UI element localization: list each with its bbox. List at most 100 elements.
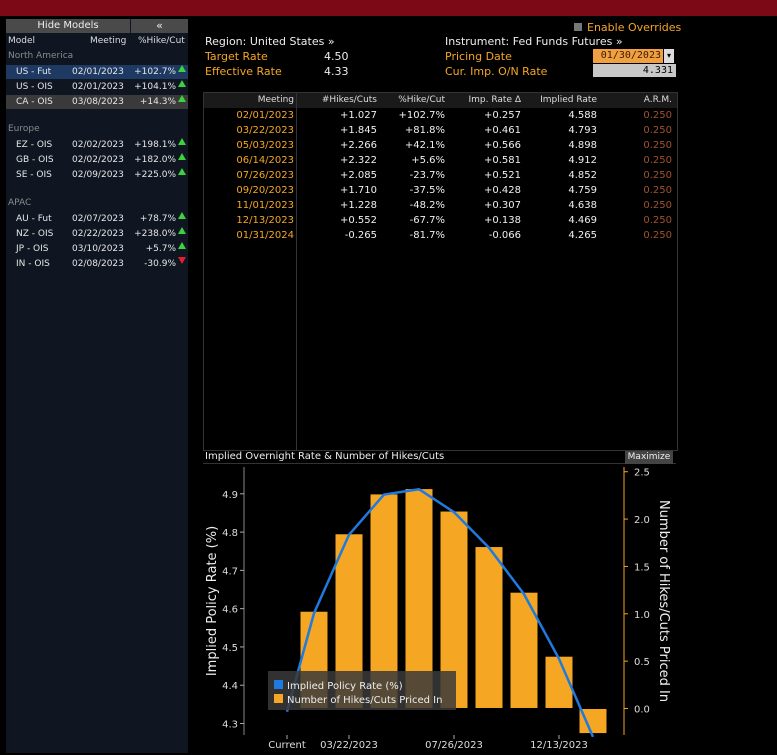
calendar-dropdown-icon[interactable]: ▾ (664, 49, 674, 63)
model-row[interactable]: EZ - OIS 02/02/2023 +198.1% (6, 138, 188, 152)
table-column-header[interactable]: #Hikes/Cuts (321, 95, 377, 105)
table-column-header[interactable]: A.R.M. (643, 95, 672, 105)
model-meeting: 03/08/2023 (72, 97, 124, 107)
table-cell: +0.307 (483, 200, 521, 211)
model-name: GB - OIS (16, 155, 54, 165)
maximize-button[interactable]: Maximize (625, 451, 673, 464)
table-cell: -81.7% (409, 230, 445, 241)
up-arrow-icon (178, 227, 186, 234)
pricing-date-input[interactable]: 01/30/2023 (593, 49, 663, 63)
model-row[interactable]: US - Fut 02/01/2023 +102.7% (6, 65, 188, 79)
instrument-selector[interactable]: Instrument: Fed Funds Futures » (445, 35, 623, 48)
hikes-bar (474, 546, 504, 709)
model-name: SE - OIS (16, 170, 52, 180)
legend-label-hikes: Number of Hikes/Cuts Priced In (287, 695, 442, 706)
effective-rate-value: 4.33 (324, 65, 349, 78)
table-cell: 4.793 (568, 125, 597, 136)
model-meeting: 02/08/2023 (72, 259, 124, 269)
table-column-header[interactable]: Implied Rate (540, 95, 597, 105)
legend-swatch-hikes (274, 694, 283, 703)
target-rate-value: 4.50 (324, 50, 349, 63)
table-cell: 0.250 (643, 185, 672, 196)
table-cell: -48.2% (409, 200, 445, 211)
model-row[interactable]: CA - OIS 03/08/2023 +14.3% (6, 95, 188, 109)
model-pct: +78.7% (139, 214, 176, 224)
model-name: EZ - OIS (16, 140, 53, 150)
table-cell: 4.912 (568, 155, 597, 166)
table-row[interactable]: 07/26/2023 +2.085 -23.7% +0.521 4.852 0.250 (204, 169, 677, 184)
table-row[interactable]: 12/13/2023 +0.552 -67.7% +0.138 4.469 0.250 (204, 214, 677, 229)
right-axis-tick-label: 0.0 (634, 704, 650, 715)
table-cell: -0.066 (488, 230, 521, 241)
table-cell: +1.710 (339, 185, 377, 196)
model-name: IN - OIS (16, 259, 50, 269)
table-cell: 0.250 (643, 125, 672, 136)
table-row[interactable]: 11/01/2023 +1.228 -48.2% +0.307 4.638 0.250 (204, 199, 677, 214)
right-axis-tick-label: 1.0 (634, 610, 650, 621)
model-row[interactable]: SE - OIS 02/09/2023 +225.0% (6, 168, 188, 182)
table-cell: +2.085 (339, 170, 377, 181)
table-cell: 4.898 (568, 140, 597, 151)
region-selector[interactable]: Region: United States » (205, 35, 335, 48)
table-row[interactable]: 03/22/2023 +1.845 +81.8% +0.461 4.793 0.250 (204, 124, 677, 139)
table-row[interactable]: 01/31/2024 -0.265 -81.7% -0.066 4.265 0.250 (204, 229, 677, 244)
up-arrow-icon (178, 65, 186, 72)
chart-divider (203, 463, 676, 464)
model-meeting: 02/07/2023 (72, 214, 124, 224)
model-pct: +5.7% (145, 244, 176, 254)
table-column-header[interactable]: Imp. Rate Δ (468, 95, 521, 105)
table-row[interactable]: 05/03/2023 +2.266 +42.1% +0.566 4.898 0.250 (204, 139, 677, 154)
table-column-header[interactable]: %Hike/Cut (398, 95, 445, 105)
models-panel: Hide Models « Model Meeting %Hike/Cut No… (6, 19, 188, 753)
model-row[interactable]: US - OIS 02/01/2023 +104.1% (6, 80, 188, 94)
table-row[interactable]: 06/14/2023 +2.322 +5.6% +0.581 4.912 0.250 (204, 154, 677, 169)
hide-models-button[interactable]: Hide Models (6, 19, 130, 33)
chart-title: Implied Overnight Rate & Number of Hikes… (205, 451, 445, 462)
table-row[interactable]: 02/01/2023 +1.027 +102.7% +0.257 4.588 0.250 (204, 109, 677, 124)
table-cell: 06/14/2023 (236, 155, 294, 166)
model-row[interactable]: IN - OIS 02/08/2023 -30.9% (6, 257, 188, 271)
table-cell: +0.257 (483, 110, 521, 121)
up-arrow-icon (178, 95, 186, 102)
table-cell: +0.566 (483, 140, 521, 151)
top-title-bar (0, 0, 777, 16)
table-cell: 4.852 (568, 170, 597, 181)
model-pct: -30.9% (144, 259, 176, 269)
model-row[interactable]: GB - OIS 02/02/2023 +182.0% (6, 153, 188, 167)
up-arrow-icon (178, 242, 186, 249)
model-row[interactable]: JP - OIS 03/10/2023 +5.7% (6, 242, 188, 256)
model-row[interactable]: AU - Fut 02/07/2023 +78.7% (6, 212, 188, 226)
cur-imp-rate-field[interactable]: 4.331 (593, 64, 676, 77)
x-axis-tick-label: 07/26/2023 (425, 740, 483, 751)
table-cell: 01/31/2024 (236, 230, 294, 241)
model-meeting: 03/10/2023 (72, 244, 124, 254)
model-name: JP - OIS (16, 244, 49, 254)
model-pct: +238.0% (134, 229, 176, 239)
model-meeting: 02/09/2023 (72, 170, 124, 180)
table-cell: +0.581 (483, 155, 521, 166)
left-axis-tick-label: 4.7 (222, 566, 238, 577)
legend-swatch-rate (274, 680, 283, 689)
table-cell: +5.6% (411, 155, 445, 166)
left-axis-tick-label: 4.4 (222, 681, 238, 692)
enable-overrides-label[interactable]: Enable Overrides (587, 21, 682, 34)
left-axis-tick-label: 4.8 (222, 528, 238, 539)
table-row[interactable]: 09/20/2023 +1.710 -37.5% +0.428 4.759 0.250 (204, 184, 677, 199)
model-name: AU - Fut (16, 214, 52, 224)
pct-column-header: %Hike/Cut (138, 36, 185, 46)
model-group-label: Europe (8, 124, 40, 134)
model-pct: +225.0% (134, 170, 176, 180)
collapse-panel-icon[interactable]: « (131, 19, 188, 33)
model-name: US - OIS (16, 82, 53, 92)
table-cell: -37.5% (409, 185, 445, 196)
table-column-header[interactable]: Meeting (257, 95, 294, 105)
enable-overrides-checkbox[interactable] (574, 23, 582, 31)
model-meeting: 02/01/2023 (72, 82, 124, 92)
up-arrow-icon (178, 138, 186, 145)
table-cell: +2.322 (339, 155, 377, 166)
cur-imp-rate-label: Cur. Imp. O/N Rate (445, 65, 548, 78)
table-column-divider (296, 93, 297, 450)
model-row[interactable]: NZ - OIS 02/22/2023 +238.0% (6, 227, 188, 241)
legend-label-rate: Implied Policy Rate (%) (287, 681, 403, 692)
table-cell: 0.250 (643, 170, 672, 181)
